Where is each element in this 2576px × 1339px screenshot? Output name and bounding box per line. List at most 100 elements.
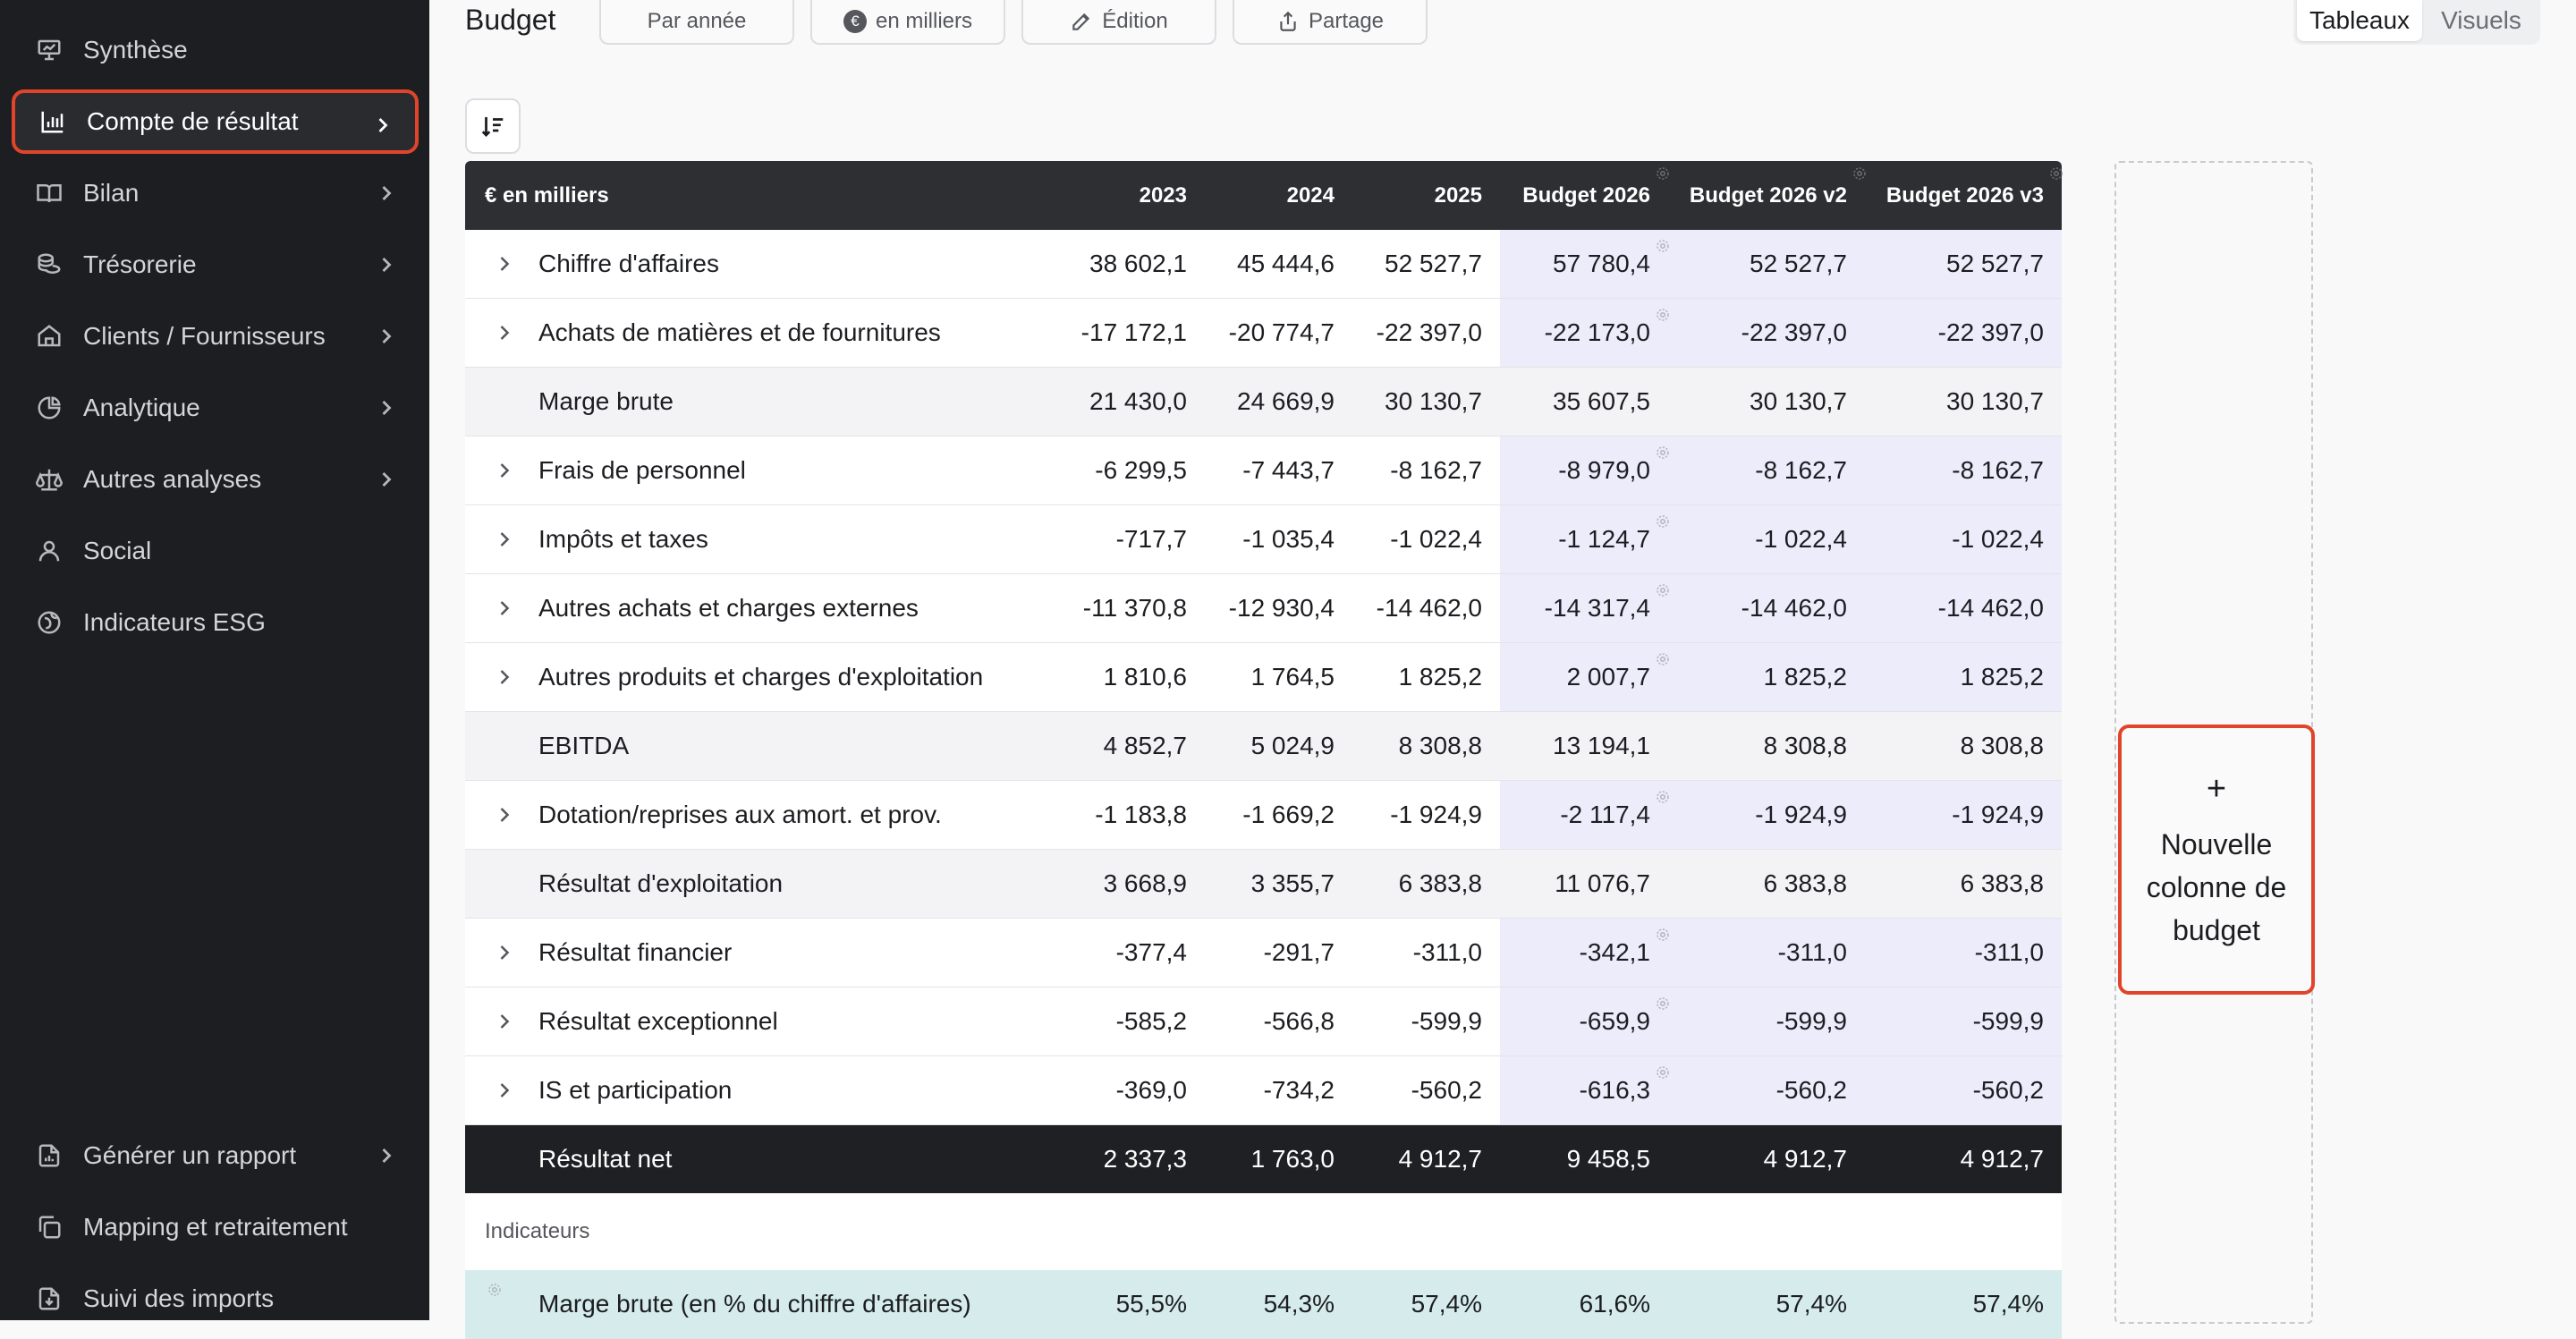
sidebar-item-bilan[interactable]: Bilan [12, 161, 419, 225]
row-value[interactable]: -311,0 [1668, 919, 1865, 987]
row-value[interactable]: -616,3 [1500, 1056, 1668, 1124]
gear-icon[interactable] [1655, 989, 1671, 1010]
table-row[interactable]: Frais de personnel -6 299,5 -7 443,7 -8 162… [465, 436, 2062, 505]
chevron-right-icon[interactable] [492, 527, 517, 552]
row-value[interactable]: -599,9 [1865, 987, 2062, 1055]
row-value[interactable]: -1 022,4 [1668, 505, 1865, 573]
row-value[interactable]: -659,9 [1500, 987, 1668, 1055]
gear-icon[interactable] [1655, 920, 1671, 941]
chevron-right-icon[interactable] [492, 665, 517, 690]
chevron-right-icon[interactable] [492, 251, 517, 276]
chevron-right-icon[interactable] [492, 802, 517, 827]
row-value[interactable]: -2 117,4 [1500, 781, 1668, 849]
table-row[interactable]: Autres achats et charges externes -11 370… [465, 574, 2062, 643]
table-row[interactable]: Chiffre d'affaires 38 602,1 45 444,6 52 527… [465, 230, 2062, 299]
row-value[interactable]: 2 007,7 [1500, 643, 1668, 711]
sidebar-item-compte-de-resultat[interactable]: Compte de résultat [12, 89, 419, 154]
table-row[interactable]: Autres produits et charges d'exploitatio… [465, 643, 2062, 712]
row-value[interactable]: 57 780,4 [1500, 230, 1668, 298]
sidebar-item-social[interactable]: Social [12, 519, 419, 583]
row-value[interactable]: 8 308,8 [1960, 732, 2044, 759]
tab-visuels[interactable]: Visuels [2441, 6, 2521, 34]
chevron-right-icon[interactable] [492, 596, 517, 621]
chevron-right-icon[interactable] [492, 320, 517, 345]
row-value[interactable]: -311,0 [1865, 919, 2062, 987]
header-col-budget[interactable]: Budget 2026 [1522, 182, 1650, 208]
header-col-budget[interactable]: Budget 2026 v2 [1689, 182, 1847, 208]
sidebar-item-indicateurs-esg[interactable]: Indicateurs ESG [12, 590, 419, 655]
tab-tableaux[interactable]: Tableaux [2297, 0, 2422, 41]
row-value[interactable]: 4 912,7 [1763, 1145, 1847, 1173]
gear-icon[interactable] [487, 1275, 503, 1296]
row-value[interactable]: 35 607,5 [1553, 387, 1650, 415]
par-annee-button[interactable]: Par année [599, 0, 794, 45]
sidebar-item-analytique[interactable]: Analytique [12, 376, 419, 440]
row-value[interactable]: -8 162,7 [1865, 436, 2062, 504]
row-value[interactable]: 1 825,2 [1668, 643, 1865, 711]
row-label: Chiffre d'affaires [538, 250, 719, 277]
row-value[interactable]: 52 527,7 [1668, 230, 1865, 298]
row-value[interactable]: -8 979,0 [1500, 436, 1668, 504]
table-row[interactable]: Impôts et taxes -717,7 -1 035,4 -1 022,4 -1 … [465, 505, 2062, 574]
partage-button[interactable]: Partage [1233, 0, 1428, 45]
row-value[interactable]: -22 397,0 [1865, 299, 2062, 367]
row-value[interactable]: -1 924,9 [1865, 781, 2062, 849]
row-value[interactable]: 30 130,7 [1946, 387, 2044, 415]
table-row[interactable]: Résultat exceptionnel -585,2 -566,8 -599,9-… [465, 987, 2062, 1056]
sidebar-item-tresorerie[interactable]: Trésorerie [12, 233, 419, 297]
row-value[interactable]: -560,2 [1668, 1056, 1865, 1124]
sidebar-item-generer-rapport[interactable]: Générer un rapport [12, 1123, 419, 1188]
table-row[interactable]: Résultat financier -377,4 -291,7 -311,0 -342… [465, 919, 2062, 987]
gear-icon[interactable] [1852, 163, 1868, 180]
new-budget-column-button[interactable]: + Nouvelle colonne de budget [2118, 725, 2315, 995]
chevron-right-icon[interactable] [492, 1009, 517, 1034]
row-value[interactable]: 13 194,1 [1553, 732, 1650, 759]
row-value[interactable]: -14 462,0 [1668, 574, 1865, 642]
chevron-right-icon[interactable] [492, 940, 517, 965]
row-value[interactable]: -8 162,7 [1668, 436, 1865, 504]
table-row[interactable]: Achats de matières et de fournitures -17 … [465, 299, 2062, 368]
row-value[interactable]: 52 527,7 [1865, 230, 2062, 298]
sidebar-item-suivi-imports[interactable]: Suivi des imports [12, 1267, 419, 1331]
row-value[interactable]: -342,1 [1500, 919, 1668, 987]
gear-icon[interactable] [1655, 232, 1671, 252]
gear-icon[interactable] [1655, 163, 1671, 180]
row-value[interactable]: 11 076,7 [1555, 869, 1650, 897]
gear-icon[interactable] [2048, 163, 2064, 180]
row-value[interactable]: -14 462,0 [1865, 574, 2062, 642]
row-value[interactable]: -599,9 [1668, 987, 1865, 1055]
row-value[interactable]: -1 022,4 [1865, 505, 2062, 573]
gear-icon[interactable] [1655, 438, 1671, 459]
row-value[interactable]: -22 397,0 [1668, 299, 1865, 367]
table-row[interactable]: IS et participation -369,0 -734,2 -560,2 -61… [465, 1056, 2062, 1125]
row-value[interactable]: -22 173,0 [1500, 299, 1668, 367]
chevron-right-icon[interactable] [492, 1078, 517, 1103]
gear-icon[interactable] [1655, 576, 1671, 597]
row-value[interactable]: -14 317,4 [1500, 574, 1668, 642]
sidebar-item-clients-fournisseurs[interactable]: Clients / Fournisseurs [12, 304, 419, 369]
row-value[interactable]: 30 130,7 [1750, 387, 1847, 415]
table-row[interactable]: Dotation/reprises aux amort. et prov. -1 … [465, 781, 2062, 850]
row-value[interactable]: -1 924,9 [1668, 781, 1865, 849]
header-col-budget[interactable]: Budget 2026 v3 [1885, 182, 2044, 208]
row-value[interactable]: -560,2 [1865, 1056, 2062, 1124]
row-value[interactable]: 4 912,7 [1960, 1145, 2044, 1173]
gear-icon[interactable] [1655, 507, 1671, 528]
gear-icon[interactable] [1655, 783, 1671, 803]
row-value[interactable]: 8 308,8 [1763, 732, 1847, 759]
sidebar-item-mapping[interactable]: Mapping et retraitement [12, 1195, 419, 1259]
sidebar-item-autres-analyses[interactable]: Autres analyses [12, 447, 419, 512]
chevron-right-icon[interactable] [492, 458, 517, 483]
row-value[interactable]: 6 383,8 [1960, 869, 2044, 897]
gear-icon[interactable] [1655, 301, 1671, 321]
row-value[interactable]: 9 458,5 [1566, 1145, 1650, 1173]
gear-icon[interactable] [1655, 1058, 1671, 1079]
unit-button[interactable]: € en milliers [810, 0, 1005, 45]
gear-icon[interactable] [1655, 645, 1671, 665]
sort-button[interactable] [465, 98, 521, 154]
row-value[interactable]: 1 825,2 [1865, 643, 2062, 711]
row-value[interactable]: 6 383,8 [1763, 869, 1847, 897]
sidebar-item-synthese[interactable]: Synthèse [12, 18, 419, 82]
row-value[interactable]: -1 124,7 [1500, 505, 1668, 573]
edition-button[interactable]: Édition [1021, 0, 1216, 45]
